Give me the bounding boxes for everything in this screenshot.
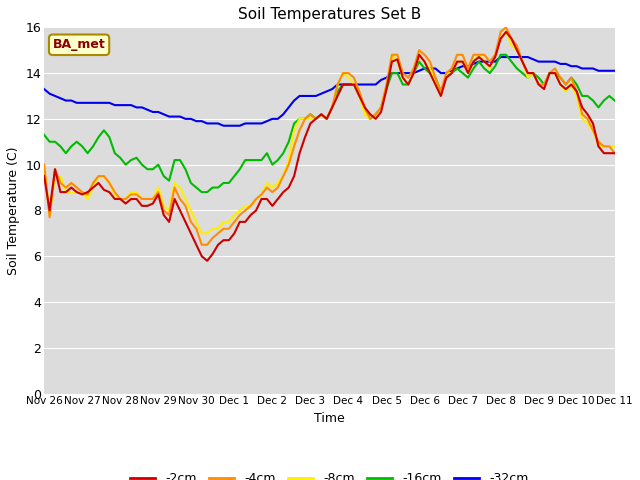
- -2cm: [611, 150, 619, 156]
- -8cm: [611, 144, 619, 149]
- -2cm: [56, 189, 64, 195]
- -32cm: [40, 86, 48, 92]
- -4cm: [198, 242, 205, 248]
- -8cm: [383, 82, 390, 87]
- Line: -8cm: -8cm: [44, 32, 615, 233]
- -16cm: [437, 88, 445, 94]
- -4cm: [437, 88, 445, 94]
- -32cm: [383, 75, 390, 81]
- Line: -2cm: -2cm: [44, 32, 615, 261]
- -8cm: [502, 29, 510, 35]
- -32cm: [415, 68, 423, 73]
- -2cm: [383, 86, 390, 92]
- -32cm: [377, 77, 385, 83]
- -16cm: [611, 97, 619, 103]
- Line: -16cm: -16cm: [44, 55, 615, 192]
- -16cm: [377, 105, 385, 110]
- -16cm: [40, 132, 48, 138]
- -16cm: [497, 52, 504, 58]
- -4cm: [56, 180, 64, 186]
- Title: Soil Temperatures Set B: Soil Temperatures Set B: [238, 7, 421, 22]
- X-axis label: Time: Time: [314, 412, 345, 425]
- -16cm: [383, 86, 390, 92]
- -4cm: [611, 150, 619, 156]
- -8cm: [377, 105, 385, 110]
- Line: -4cm: -4cm: [44, 27, 615, 245]
- -16cm: [198, 189, 205, 195]
- -4cm: [502, 24, 510, 30]
- Text: BA_met: BA_met: [52, 38, 106, 51]
- -8cm: [40, 162, 48, 168]
- Line: -32cm: -32cm: [44, 57, 615, 126]
- -4cm: [377, 105, 385, 110]
- -16cm: [415, 59, 423, 64]
- -4cm: [546, 70, 554, 76]
- -8cm: [56, 173, 64, 179]
- -32cm: [497, 54, 504, 60]
- -2cm: [415, 52, 423, 58]
- -2cm: [377, 109, 385, 115]
- -4cm: [40, 162, 48, 168]
- -32cm: [611, 68, 619, 73]
- -4cm: [415, 48, 423, 53]
- -2cm: [40, 173, 48, 179]
- -8cm: [437, 93, 445, 99]
- -2cm: [204, 258, 211, 264]
- -2cm: [546, 70, 554, 76]
- -2cm: [502, 29, 510, 35]
- -32cm: [56, 96, 64, 101]
- -32cm: [437, 70, 445, 76]
- -4cm: [383, 82, 390, 87]
- -8cm: [546, 70, 554, 76]
- -32cm: [220, 123, 227, 129]
- Y-axis label: Soil Temperature (C): Soil Temperature (C): [7, 146, 20, 275]
- -8cm: [198, 230, 205, 236]
- Legend: -2cm, -4cm, -8cm, -16cm, -32cm: -2cm, -4cm, -8cm, -16cm, -32cm: [125, 467, 534, 480]
- -32cm: [546, 59, 554, 64]
- -8cm: [415, 52, 423, 58]
- -16cm: [546, 70, 554, 76]
- -16cm: [56, 144, 64, 149]
- -2cm: [437, 93, 445, 99]
